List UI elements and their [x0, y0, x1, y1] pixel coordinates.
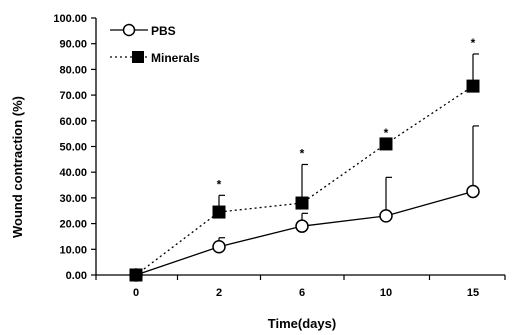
y-tick-label: 40.00 — [59, 167, 87, 179]
data-point-minerals — [379, 137, 393, 151]
significance-star: * — [300, 146, 305, 160]
data-point-minerals — [212, 205, 226, 219]
legend: PBS Minerals — [110, 23, 200, 65]
y-tick-label: 0.00 — [66, 270, 87, 282]
legend-item-pbs: PBS — [110, 23, 176, 38]
legend-marker-pbs — [122, 23, 136, 37]
legend-label-pbs: PBS — [151, 24, 176, 38]
significance-stars: * * * * — [217, 36, 476, 191]
data-point-minerals — [466, 79, 480, 93]
y-tick-label: 20.00 — [59, 219, 87, 231]
legend-label-minerals: Minerals — [151, 51, 200, 65]
data-point-pbs — [379, 209, 393, 223]
legend-item-minerals: Minerals — [110, 51, 200, 65]
y-tick-label: 90.00 — [59, 39, 87, 51]
data-point-minerals — [129, 268, 143, 282]
data-point-pbs — [466, 184, 480, 199]
x-tick-label: 6 — [299, 287, 305, 299]
series-markers — [129, 79, 480, 282]
y-tick-label: 10.00 — [59, 244, 87, 256]
y-axis-title: Wound contraction (%) — [10, 96, 25, 238]
x-axis-ticks: 0 2 6 10 15 — [95, 275, 506, 299]
data-point-pbs — [295, 219, 309, 233]
y-tick-label: 50.00 — [59, 142, 87, 154]
series-lines — [135, 85, 474, 276]
x-tick-label: 2 — [216, 287, 222, 299]
y-tick-label: 100.00 — [53, 13, 87, 25]
series-line-minerals — [135, 85, 474, 276]
x-axis-title: Time(days) — [268, 316, 336, 331]
y-tick-label: 80.00 — [59, 64, 87, 76]
data-point-minerals — [295, 196, 309, 210]
data-point-pbs — [212, 239, 226, 254]
x-tick-label: 10 — [380, 287, 392, 299]
error-bars — [218, 53, 479, 247]
y-tick-label: 60.00 — [59, 116, 87, 128]
x-tick-label: 0 — [133, 287, 139, 299]
x-tick-label: 15 — [467, 287, 479, 299]
significance-star: * — [471, 36, 476, 50]
y-axis-ticks: 0.00 10.00 20.00 30.00 40.00 50.00 60.00 70.00 8… — [53, 13, 96, 282]
significance-star: * — [217, 177, 222, 191]
significance-star: * — [384, 126, 389, 140]
y-tick-label: 70.00 — [59, 90, 87, 102]
legend-marker-minerals — [132, 51, 144, 63]
y-tick-label: 30.00 — [59, 193, 87, 205]
